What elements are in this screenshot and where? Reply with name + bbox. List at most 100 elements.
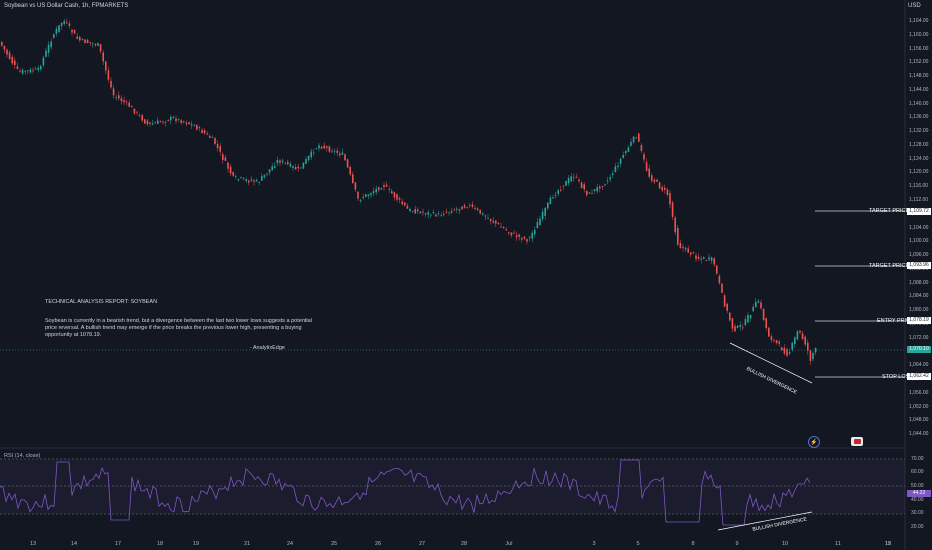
candle-body	[378, 187, 380, 190]
price-tick: 1,096.00	[909, 252, 929, 259]
candle-body	[167, 119, 169, 121]
candle-body	[804, 336, 806, 345]
candle-body	[619, 158, 622, 164]
rsi-divergence-line	[717, 511, 813, 531]
candle-body	[258, 182, 260, 184]
candle-body	[242, 177, 245, 179]
candle-body	[71, 29, 73, 33]
candle-body	[362, 197, 364, 198]
candle-body	[684, 247, 687, 250]
time-tick: 18	[156, 541, 164, 547]
candle-body	[697, 256, 700, 259]
candle-body	[708, 257, 710, 260]
candle-body	[141, 115, 143, 121]
candle-body	[788, 352, 791, 354]
candle-body	[593, 189, 596, 191]
candle-body	[622, 155, 624, 158]
candle-body	[755, 301, 757, 308]
candle-body	[219, 146, 221, 152]
candle-body	[300, 167, 302, 169]
candle-body	[47, 44, 50, 53]
candle-body	[458, 209, 461, 211]
candle-body	[812, 352, 814, 360]
candle-body	[765, 318, 767, 328]
candle-body	[339, 153, 341, 156]
candle-body	[245, 179, 247, 181]
candle-body	[677, 228, 679, 245]
time-tick: Jul	[505, 541, 513, 547]
candle-body	[435, 214, 437, 217]
candle-body	[341, 152, 344, 155]
candle-body	[271, 166, 273, 171]
candle-body	[757, 301, 760, 303]
candle-body	[37, 67, 39, 70]
candle-body	[175, 118, 177, 121]
candle-body	[526, 239, 528, 242]
time-tick: 12	[884, 541, 892, 547]
rsi-tick: 20.00	[911, 524, 924, 530]
candle-body	[469, 205, 471, 206]
candle-body	[323, 145, 325, 149]
candle-body	[801, 333, 804, 340]
candle-body	[404, 202, 406, 206]
time-tick: 10	[781, 541, 789, 547]
rsi-indicator-label[interactable]: RSI (14, close)	[4, 453, 41, 459]
candle-body	[112, 88, 115, 96]
chart-title: Soybean vs US Dollar Cash, 1h, FPMARKETS	[4, 3, 129, 9]
candle-body	[214, 137, 216, 144]
candle-body	[276, 159, 279, 164]
candle-body	[352, 174, 354, 184]
candle-body	[554, 194, 557, 196]
candle-body	[742, 327, 744, 329]
lightning-icon[interactable]: ⚡	[808, 436, 820, 448]
candle-body	[310, 151, 312, 158]
candle-body	[396, 194, 398, 200]
candle-body	[775, 340, 778, 344]
candle-body	[463, 205, 466, 208]
candle-body	[523, 236, 526, 239]
candle-body	[209, 136, 211, 138]
candle-body	[411, 211, 414, 213]
price-tick: 1,080.00	[909, 307, 929, 314]
candle-body	[320, 146, 323, 149]
candle-body	[177, 118, 180, 120]
candle-body	[687, 248, 689, 253]
candle-body	[580, 182, 583, 189]
time-tick: 19	[192, 541, 200, 547]
candle-body	[11, 56, 13, 64]
price-tick: 1,148.00	[909, 73, 929, 80]
candle-body	[367, 194, 370, 197]
candle-body	[539, 218, 541, 226]
candle-body	[216, 144, 219, 149]
candle-body	[783, 347, 786, 354]
candle-body	[328, 146, 331, 152]
candle-body	[562, 185, 565, 187]
candle-body	[45, 50, 47, 57]
rsi-tick: 50.00	[911, 483, 924, 489]
candle-body	[136, 111, 138, 113]
candle-body	[102, 52, 104, 62]
candle-body	[596, 187, 598, 192]
candle-body	[573, 177, 575, 179]
candle-body	[773, 340, 775, 341]
time-tick: 8	[691, 541, 695, 547]
candle-body	[227, 162, 229, 169]
candle-body	[474, 207, 476, 209]
candle-body	[315, 148, 318, 150]
time-tick: 14	[70, 541, 78, 547]
candle-body	[81, 38, 84, 40]
candle-body	[89, 42, 91, 43]
candle-body	[752, 306, 754, 312]
candle-body	[170, 116, 172, 121]
candle-body	[437, 213, 440, 214]
candle-body	[266, 173, 268, 175]
candle-body	[669, 192, 671, 205]
candle-body	[606, 180, 609, 182]
flag-icon[interactable]	[851, 437, 863, 446]
candle-body	[349, 166, 351, 175]
candle-body	[318, 145, 320, 149]
candle-body	[632, 136, 635, 143]
candle-body	[450, 211, 453, 213]
time-tick: 24	[286, 541, 294, 547]
